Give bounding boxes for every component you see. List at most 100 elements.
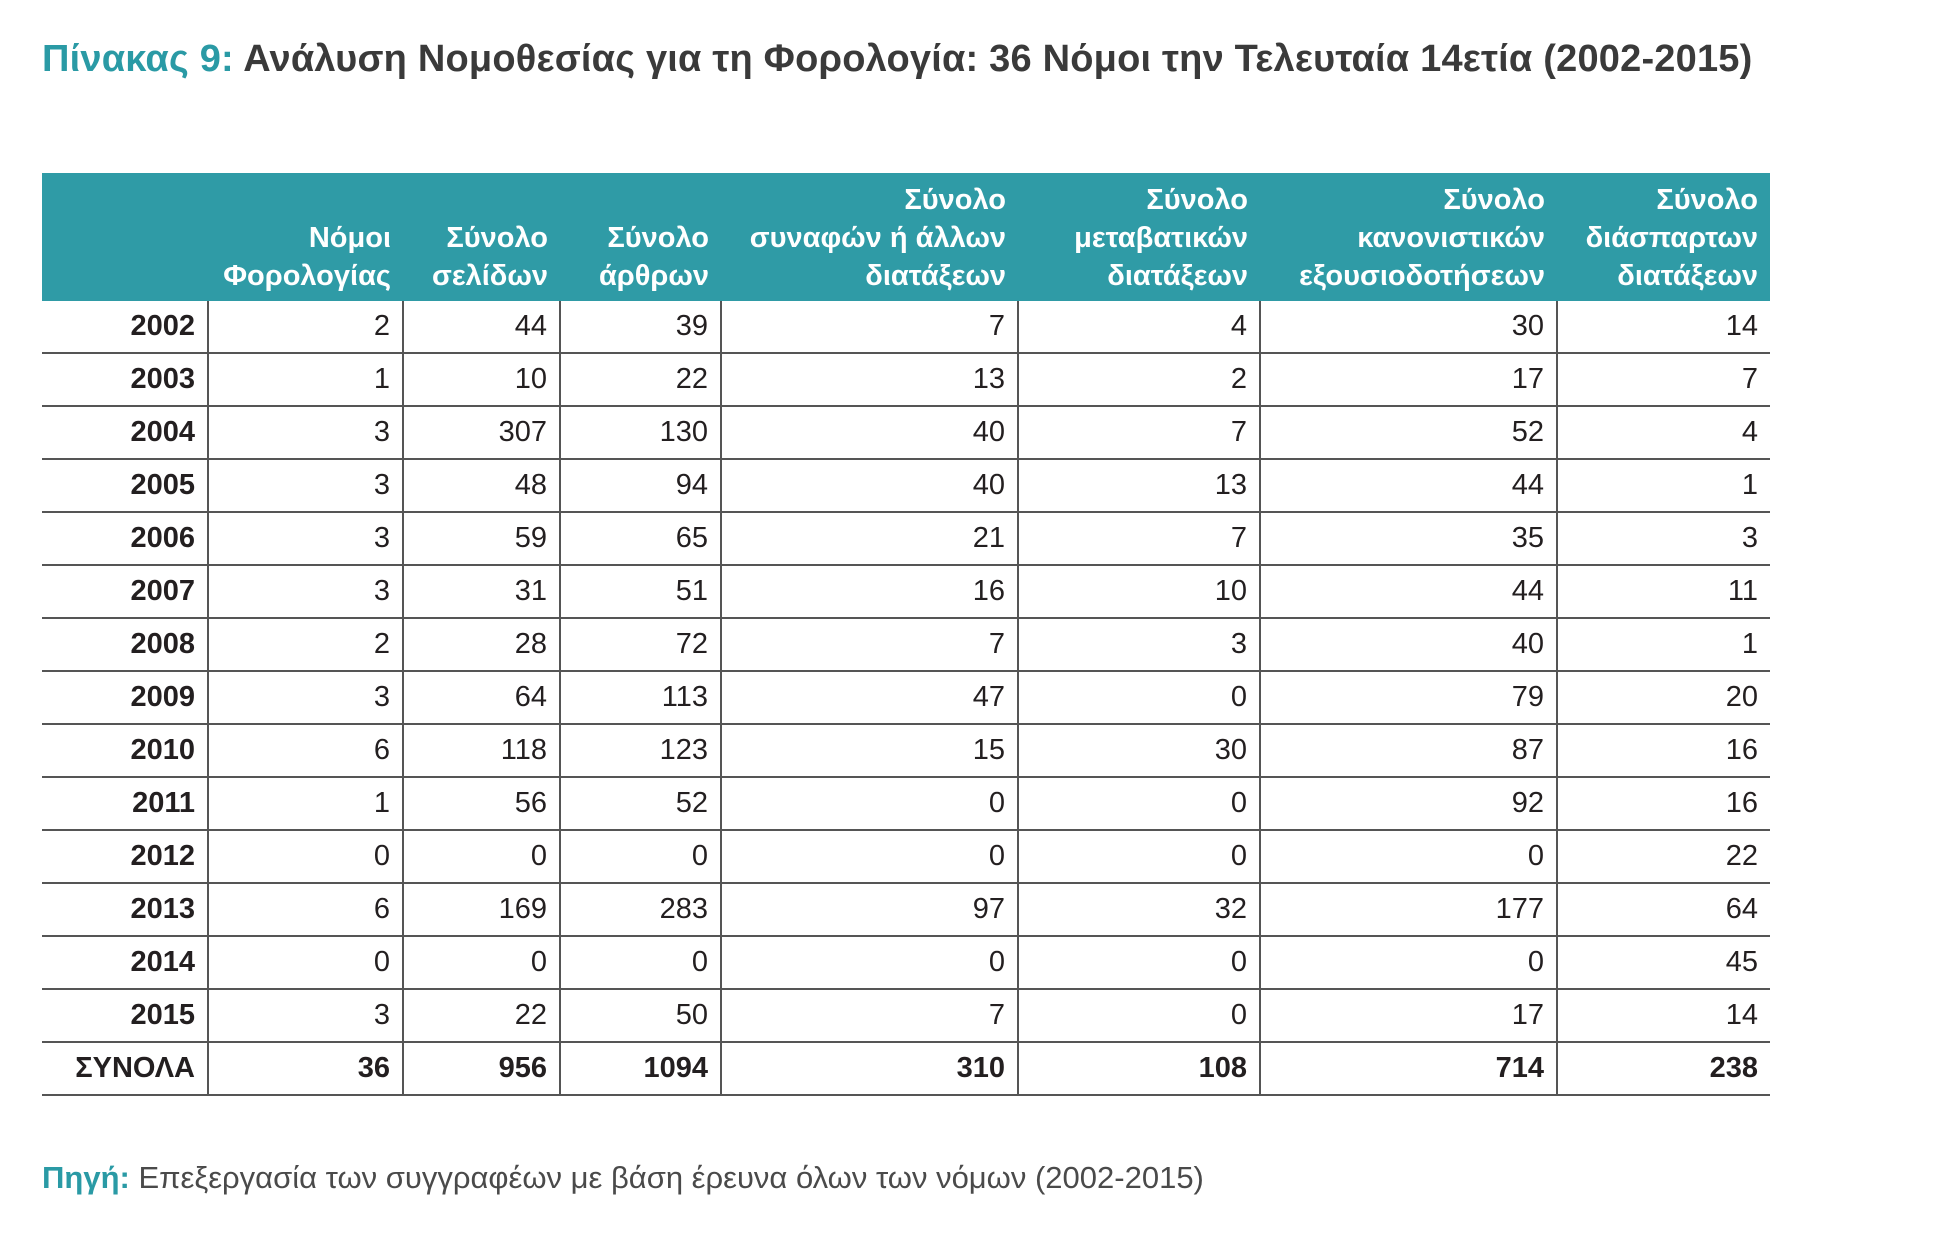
column-header-line: Σύνολο [1656,184,1758,216]
table-cell: 52 [1259,406,1557,460]
table-cell: 3 [1556,512,1770,566]
table-number: Πίνακας 9: [42,38,234,80]
table-cell: 3 [207,406,403,460]
table-cell: 2 [207,618,403,672]
column-header-0 [42,173,208,301]
column-header-line: Σύνολο [904,184,1006,216]
table-row: 2008 2 28 72 7 3 40 1 [42,618,1770,672]
table-cell: 44 [402,301,560,354]
table-cell: 118 [402,724,560,778]
table-cell: 7 [1017,512,1260,566]
table-cell: 307 [402,406,560,460]
table-cell: 21 [720,512,1018,566]
table-cell: 22 [559,353,721,407]
column-header-line: άρθρων [598,260,709,292]
row-year: 2010 [42,724,208,778]
table-cell: 39 [559,301,721,354]
table-cell: 52 [559,777,721,831]
table-cell: 0 [1017,936,1260,990]
table-cell: 56 [402,777,560,831]
table-cell: 3 [207,459,403,513]
table-cell: 0 [720,830,1018,884]
table-cell: 87 [1259,724,1557,778]
source-label: Πηγή: [42,1160,130,1195]
column-header-6: Σύνολο κανονιστικών εξουσιοδοτήσεων [1260,173,1557,301]
column-header-line: διατάξεων [1107,260,1248,292]
table-cell: 0 [402,936,560,990]
table-cell: 22 [402,989,560,1043]
table-cell: 65 [559,512,721,566]
table-cell: 0 [559,936,721,990]
row-year: 2012 [42,830,208,884]
table-cell: 35 [1259,512,1557,566]
table-cell: 3 [207,989,403,1043]
totals-label: ΣΥΝΟΛΑ [42,1042,208,1096]
table-row: 2007 3 31 51 16 10 44 11 [42,565,1770,619]
source-text: Επεξεργασία των συγγραφέων με βάση έρευν… [138,1160,1204,1195]
table-cell: 0 [1017,989,1260,1043]
column-header-line: Σύνολο [607,222,709,254]
row-year: 2013 [42,883,208,937]
table-cell: 15 [720,724,1018,778]
table-cell: 48 [402,459,560,513]
table-cell: 72 [559,618,721,672]
column-header-line: Φορολογίας [223,260,391,292]
table-cell: 123 [559,724,721,778]
table-row: 2015 3 22 50 7 0 17 14 [42,989,1770,1043]
column-header-4: Σύνολο συναφών ή άλλων διατάξεων [721,173,1018,301]
column-header-line: διατάξεων [865,260,1006,292]
table-cell: 40 [1259,618,1557,672]
table-cell: 59 [402,512,560,566]
table-cell: 7 [720,301,1018,354]
table-row: 2009 3 64 113 47 0 79 20 [42,671,1770,725]
row-year: 2008 [42,618,208,672]
table-cell: 3 [1017,618,1260,672]
table-cell: 13 [720,353,1018,407]
column-header-line: κανονιστικών [1357,222,1545,254]
table-cell: 79 [1259,671,1557,725]
table-row: 2003 1 10 22 13 2 17 7 [42,353,1770,407]
column-header-line: Σύνολο [1146,184,1248,216]
table-cell: 0 [1017,830,1260,884]
table-cell: 2 [207,301,403,354]
column-header-line: διατάξεων [1617,260,1758,292]
table-cell: 6 [207,883,403,937]
table-cell: 7 [1556,353,1770,407]
table-cell: 30 [1259,301,1557,354]
table-cell: 17 [1259,353,1557,407]
table-cell: 13 [1017,459,1260,513]
table-cell: 0 [207,830,403,884]
row-year: 2004 [42,406,208,460]
table-cell: 0 [720,936,1018,990]
column-header-line: διάσπαρτων [1585,222,1758,254]
table-cell: 3 [207,565,403,619]
column-header-1: Νόμοι Φορολογίας [208,173,403,301]
row-year: 2009 [42,671,208,725]
row-year: 2011 [42,777,208,831]
column-header-5: Σύνολο μεταβατικών διατάξεων [1018,173,1260,301]
table-cell: 0 [559,830,721,884]
table-cell: 64 [402,671,560,725]
table-cell: 14 [1556,301,1770,354]
table-row: 2014 0 0 0 0 0 0 45 [42,936,1770,990]
table-cell: 94 [559,459,721,513]
table-cell: 40 [720,406,1018,460]
column-header-7: Σύνολο διάσπαρτων διατάξεων [1557,173,1770,301]
table-cell: 0 [207,936,403,990]
table-row: 2004 3 307 130 40 7 52 4 [42,406,1770,460]
table-cell: 1 [1556,459,1770,513]
table-cell: 3 [207,512,403,566]
table-cell: 47 [720,671,1018,725]
table-cell: 283 [559,883,721,937]
table-cell: 0 [1259,936,1557,990]
table-cell: 169 [402,883,560,937]
table-cell: 1 [1556,618,1770,672]
row-year: 2007 [42,565,208,619]
row-year: 2002 [42,301,208,354]
table-cell: 0 [1017,671,1260,725]
table-row: 2006 3 59 65 21 7 35 3 [42,512,1770,566]
table-cell: 44 [1259,565,1557,619]
table-cell: 7 [1017,406,1260,460]
table-title: Ανάλυση Νομοθεσίας για τη Φορολογία: 36 … [243,38,1753,80]
table-cell: 45 [1556,936,1770,990]
